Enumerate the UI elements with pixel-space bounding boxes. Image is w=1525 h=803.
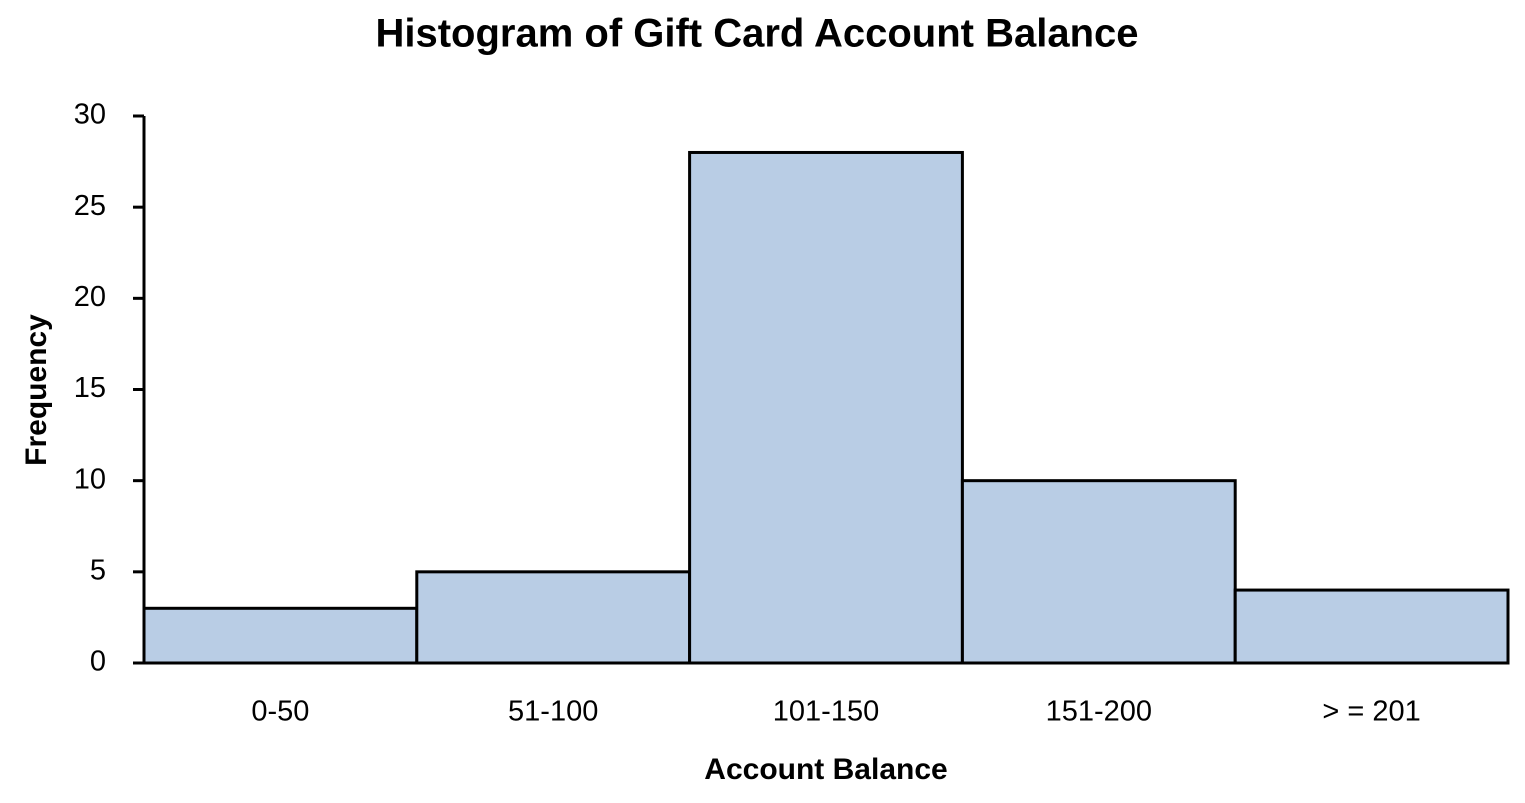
- bar: [415, 570, 692, 665]
- y-tick-label: 15: [74, 372, 106, 404]
- y-tick-label: 30: [74, 99, 106, 131]
- y-tick-label: 5: [90, 554, 106, 586]
- x-axis-title: Account Balance: [704, 753, 947, 786]
- y-tick-label: 25: [74, 190, 106, 222]
- y-tick-label: 10: [74, 463, 106, 495]
- bar: [688, 150, 964, 665]
- chart-title: Histogram of Gift Card Account Balance: [375, 12, 1138, 56]
- bar: [960, 479, 1237, 665]
- x-tick-label: 151-200: [1046, 696, 1152, 728]
- y-axis-title: Frequency: [20, 314, 53, 466]
- x-tick-label: 51-100: [508, 696, 598, 728]
- x-tick-label: > = 201: [1322, 696, 1420, 728]
- x-tick-label: 0-50: [251, 696, 309, 728]
- bar: [142, 606, 419, 665]
- y-tick-label: 20: [74, 281, 106, 313]
- y-tick-label: 0: [90, 646, 106, 678]
- bar: [1233, 588, 1510, 665]
- x-tick-label: 101-150: [773, 696, 879, 728]
